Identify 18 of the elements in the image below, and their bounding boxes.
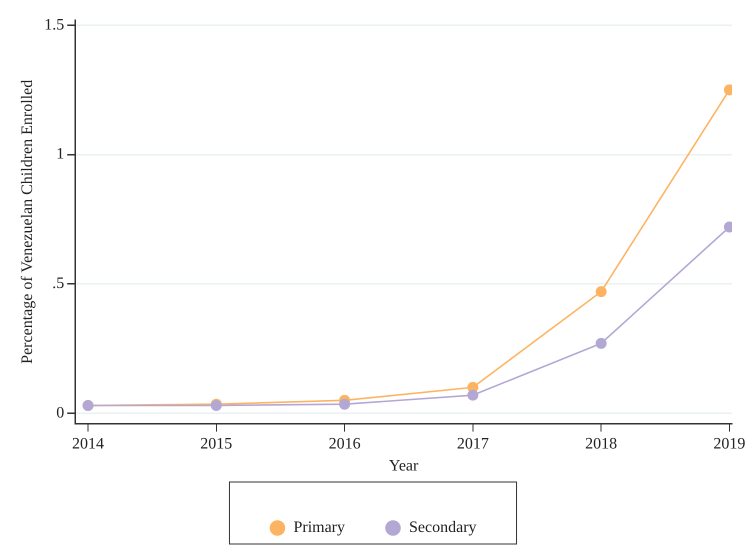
x-tick-label: 2015	[200, 435, 232, 452]
point	[596, 338, 607, 349]
x-tick-label: 2019	[713, 435, 746, 452]
legend-label: Primary	[293, 519, 346, 536]
x-tick-label: 2014	[72, 435, 104, 452]
y-tick-label: 0	[56, 404, 64, 422]
point	[467, 390, 478, 401]
legend-label: Secondary	[409, 519, 477, 536]
x-tick-label: 2016	[328, 435, 361, 452]
point	[339, 398, 350, 410]
x-tick-label: 2017	[456, 435, 489, 452]
y-tick-label: 1.5	[44, 16, 64, 34]
y-axis-title: Percentage of Venezuelan Children Enrolled	[18, 80, 36, 364]
x-tick-label: 2018	[585, 435, 618, 452]
point	[596, 286, 607, 298]
x-axis-title: Year	[388, 458, 420, 475]
y-tick-label: .5	[52, 275, 64, 292]
y-tick-label: 1	[56, 146, 64, 163]
